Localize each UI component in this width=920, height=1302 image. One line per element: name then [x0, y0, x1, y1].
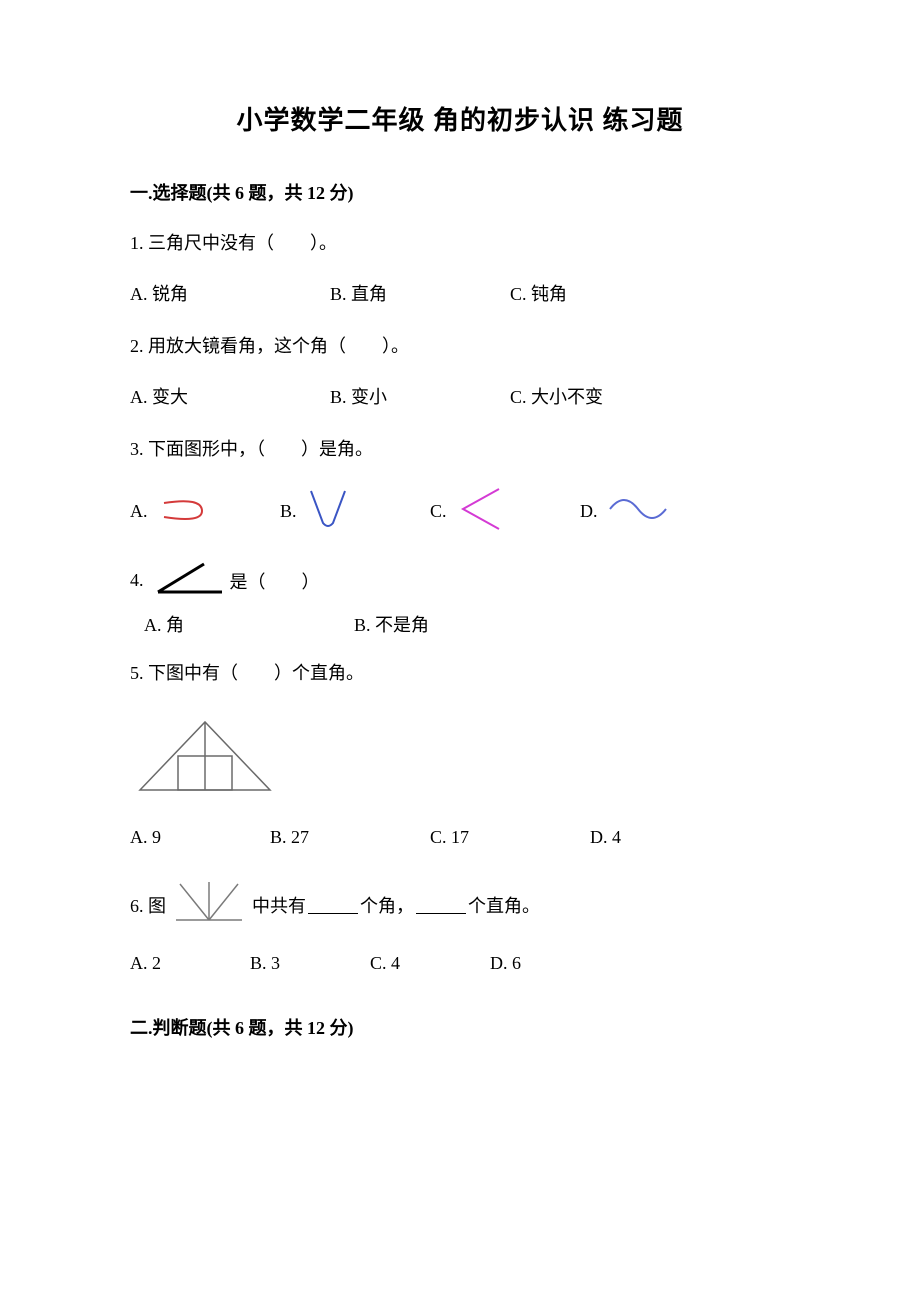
q3-opt-a: A. — [130, 491, 280, 532]
q4-opt-b: B. 不是角 — [354, 611, 429, 637]
shape-open-loop-icon — [164, 502, 202, 520]
q3-d-label: D. — [580, 501, 598, 522]
q3-text: 3. 下面图形中，（ ）是角。 — [130, 435, 790, 464]
q5-options: A. 9 B. 27 C. 17 D. 4 — [130, 827, 790, 848]
q6-blank-1 — [308, 895, 358, 914]
shape-wave-icon — [610, 500, 666, 518]
q6-shape — [172, 878, 246, 931]
q6-opt-a: A. 2 — [130, 953, 250, 974]
q2-options: A. 变大 B. 变小 C. 大小不变 — [130, 383, 790, 409]
q2-opt-a: A. 变大 — [130, 383, 330, 409]
q3-b-label: B. — [280, 501, 297, 522]
q1-opt-b: B. 直角 — [330, 280, 510, 306]
q6-opt-c: C. 4 — [370, 953, 490, 974]
shape-angle-icon — [463, 489, 499, 529]
q4-opt-a: A. 角 — [144, 611, 354, 637]
q1-opt-a: A. 锐角 — [130, 280, 330, 306]
q6-mid2: 个角， — [360, 892, 414, 918]
q2-opt-b: B. 变小 — [330, 383, 510, 409]
q1-text: 1. 三角尺中没有（ ）。 — [130, 229, 790, 258]
q6-mid1: 中共有 — [252, 892, 306, 918]
q6-row: 6. 图 中共有 个角， 个直角。 — [130, 878, 790, 931]
q6-blank-2 — [416, 895, 466, 914]
q3-a-shape — [154, 491, 214, 532]
q5-opt-b: B. 27 — [270, 827, 430, 848]
q6-mid3: 个直角。 — [468, 892, 540, 918]
section-2-heading: 二.判断题(共 6 题，共 12 分) — [130, 1014, 790, 1040]
q4-suffix: 是（ ） — [230, 568, 320, 594]
q5-text: 5. 下图中有（ ）个直角。 — [130, 659, 790, 688]
q2-opt-c: C. 大小不变 — [510, 383, 690, 409]
q1-opt-c: C. 钝角 — [510, 280, 690, 306]
q3-c-label: C. — [430, 501, 447, 522]
q3-opt-b: B. — [280, 487, 430, 536]
q4-options: A. 角 B. 不是角 — [130, 611, 790, 637]
q6-opt-b: B. 3 — [250, 953, 370, 974]
q6-prefix: 6. 图 — [130, 892, 166, 918]
page-container: 小学数学二年级 角的初步认识 练习题 一.选择题(共 6 题，共 12 分) 1… — [0, 0, 920, 1302]
q5-figure — [130, 710, 790, 805]
q4-prefix: 4. — [130, 570, 144, 591]
q3-d-shape — [604, 489, 674, 534]
shape-u-curve-icon — [311, 491, 345, 526]
q4-row: 4. 是（ ） — [130, 558, 790, 603]
section-1-heading: 一.选择题(共 6 题，共 12 分) — [130, 179, 790, 205]
q3-b-shape — [303, 487, 353, 536]
q2-text: 2. 用放大镜看角，这个角（ ）。 — [130, 332, 790, 361]
q3-opt-c: C. — [430, 485, 580, 538]
q6-opt-d: D. 6 — [490, 953, 610, 974]
q3-options: A. B. C. D. — [130, 485, 790, 538]
q6-fan-angles-icon — [176, 882, 242, 920]
q5-opt-d: D. 4 — [590, 827, 621, 848]
q6-options: A. 2 B. 3 C. 4 D. 6 — [130, 953, 790, 974]
q3-c-shape — [453, 485, 509, 538]
q5-opt-c: C. 17 — [430, 827, 590, 848]
q4-line-ray-icon — [158, 564, 204, 592]
q3-a-label: A. — [130, 501, 148, 522]
q1-options: A. 锐角 B. 直角 C. 钝角 — [130, 280, 790, 306]
q5-opt-a: A. 9 — [130, 827, 270, 848]
page-title: 小学数学二年级 角的初步认识 练习题 — [130, 100, 790, 137]
q5-triangle-house-icon — [140, 722, 270, 790]
q3-opt-d: D. — [580, 489, 674, 534]
q4-shape — [150, 558, 230, 603]
